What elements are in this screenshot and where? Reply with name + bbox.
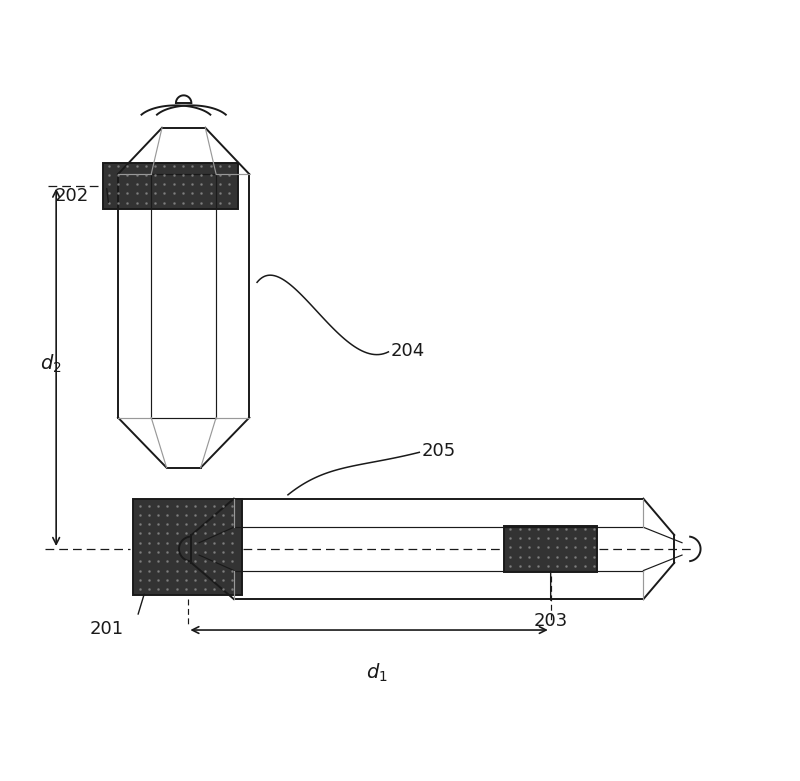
Bar: [134, 499, 242, 595]
Text: 204: 204: [390, 342, 425, 360]
Text: 202: 202: [54, 187, 89, 205]
Text: 201: 201: [90, 620, 123, 638]
Text: 203: 203: [534, 612, 568, 630]
Text: $d_2$: $d_2$: [40, 352, 62, 375]
Bar: [102, 162, 238, 209]
Bar: [504, 526, 597, 572]
Text: 205: 205: [422, 442, 456, 460]
Text: $d_1$: $d_1$: [366, 662, 388, 683]
